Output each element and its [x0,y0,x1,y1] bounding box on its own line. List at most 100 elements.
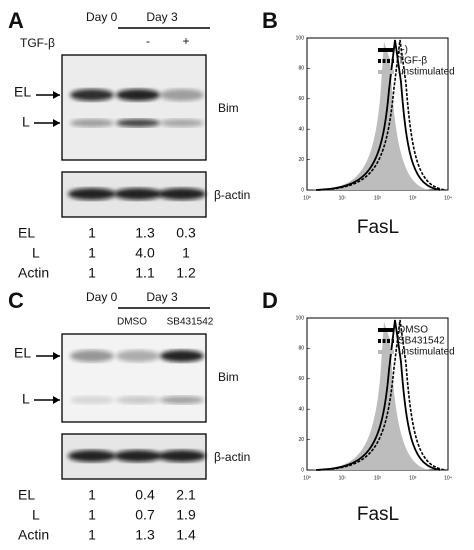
row-label: L [32,245,40,261]
y-tick-label: 80 [298,66,304,72]
arrow-head [53,119,60,127]
row-label: L [32,507,40,523]
panel-letter: C [8,288,24,313]
quant-value: 1 [88,527,96,543]
axis-label: FasL [357,504,399,525]
day-label: Day 0 [86,290,118,304]
legend-label: (-) [398,45,408,56]
quant-value: 0.3 [176,225,196,241]
quant-value: 0.4 [135,487,155,503]
lane-label: SB431542 [167,317,214,328]
y-tick-label: 0 [301,467,304,473]
quant-value: 1.1 [135,265,155,281]
x-tick-label: 10⁰ [303,475,311,481]
quant-value: 1 [88,507,96,523]
quant-value: 1.9 [176,507,196,523]
day-label: Day 3 [146,290,178,304]
day-label: Day 0 [86,10,118,24]
legend-label: unstimulated [398,67,455,78]
panel-letter: A [8,8,24,33]
row-label: Actin [18,527,49,543]
arrow-head [53,352,60,360]
x-tick-label: 10¹ [339,195,347,201]
band [116,396,160,404]
axis-label: FasL [357,217,399,238]
quant-value: 1 [88,225,96,241]
band-label: EL [14,345,31,361]
lane-label: - [146,34,150,48]
band [116,350,160,362]
quant-value: 1.4 [176,527,196,543]
x-tick-label: 10³ [409,195,417,201]
legend-label: SB431542 [398,336,445,347]
band [160,396,204,404]
y-tick-label: 40 [298,127,304,133]
band [70,396,114,404]
quant-value: 2.1 [176,487,196,503]
legend-label: DMSO [398,325,428,336]
band [116,89,160,101]
x-tick-label: 10⁴ [444,195,452,201]
histogram-unstimulated [309,322,430,470]
band [70,89,114,101]
quant-value: 1 [88,245,96,261]
row-label: EL [18,225,35,241]
x-tick-label: 10⁰ [303,195,311,201]
histogram-control [315,39,441,191]
band-label: EL [14,84,31,100]
blot-label: Bim [218,370,239,384]
band [160,119,204,127]
x-tick-label: 10² [374,195,382,201]
band [114,188,162,200]
quant-value: 1.2 [176,265,196,281]
histogram-unstimulated [309,42,430,190]
x-tick-label: 10³ [409,475,417,481]
legend-label: TGF-β [398,56,427,67]
y-tick-label: 20 [298,157,304,163]
blot [61,54,207,161]
quant-value: 1 [182,245,190,261]
band-label: L [22,391,30,407]
histogram-control [315,319,441,471]
band [160,89,204,101]
arrow-head [53,396,60,404]
y-tick-label: 20 [298,437,304,443]
quant-value: 1.3 [135,527,155,543]
panel-letter: D [262,288,278,313]
y-tick-label: 60 [298,376,304,382]
lane-label: + [182,34,189,48]
histogram-treated [317,319,447,471]
panel-letter: B [262,8,278,33]
x-tick-label: 10¹ [339,475,347,481]
y-tick-label: 60 [298,96,304,102]
legend-label: unstimulated [398,347,455,358]
y-tick-label: 80 [298,346,304,352]
quant-value: 1 [88,487,96,503]
band [70,119,114,127]
y-tick-label: 100 [296,35,305,41]
band [114,450,162,462]
figure-content: A Day 0 Day 3 TGF-β - + EL L Bim β-actin EL 1 1.3 0.3… [8,8,455,543]
band [68,450,116,462]
histogram-treated [317,39,447,191]
y-tick-label: 0 [301,187,304,193]
band [158,188,206,200]
blot-label: Bim [218,101,239,115]
band [158,450,206,462]
day-label: Day 3 [146,10,178,24]
quant-value: 0.7 [135,507,155,523]
blot [61,333,207,423]
blot-label: β-actin [214,188,250,202]
lane-label: DMSO [117,317,147,328]
blot-label: β-actin [214,450,250,464]
row-label: EL [18,487,35,503]
x-tick-label: 10⁴ [444,475,452,481]
quant-value: 1 [88,265,96,281]
band [70,350,114,362]
treatment-label: TGF-β [20,36,55,50]
quant-value: 1.3 [135,225,155,241]
band-label: L [22,114,30,130]
band [160,350,204,362]
arrow-head [53,91,60,99]
y-tick-label: 40 [298,407,304,413]
